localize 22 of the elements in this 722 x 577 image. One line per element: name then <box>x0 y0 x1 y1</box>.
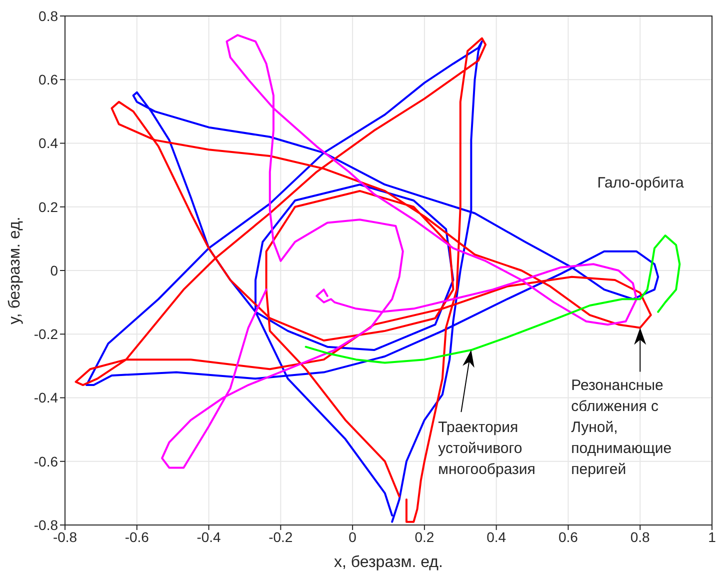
x-tick-label: 0.8 <box>630 528 650 545</box>
y-tick-label: 0.6 <box>38 72 58 88</box>
x-tick-label: 0.4 <box>486 528 506 545</box>
y-tick-label: -0.4 <box>34 390 58 406</box>
annotation: Резонансные сближения с Луной, поднимающие перигей <box>571 376 672 478</box>
y-tick-label: 0.4 <box>38 135 58 152</box>
x-tick-label: -0.6 <box>124 528 150 545</box>
x-axis-title: x, безразм. ед. <box>334 554 443 571</box>
x-tick-label: 0.2 <box>414 528 434 545</box>
y-axis-title: y, безразм. ед. <box>6 216 24 324</box>
x-tick-label: 0 <box>348 528 357 545</box>
y-tick-label: 0 <box>50 262 58 278</box>
x-tick-label: -0.4 <box>196 528 222 545</box>
y-tick-label: -0.6 <box>34 453 58 470</box>
x-tick-label: 1 <box>708 528 716 545</box>
y-tick-label: 0.2 <box>38 198 58 215</box>
y-tick-label: -0.2 <box>34 326 58 342</box>
y-tick-label: 0.8 <box>38 8 58 24</box>
annotation: Гало-орбита <box>597 174 685 192</box>
x-tick-label: -0.2 <box>268 528 293 545</box>
x-tick-label: 0.6 <box>558 528 578 545</box>
annotation: Траектория устойчивого многообразия <box>438 419 536 478</box>
